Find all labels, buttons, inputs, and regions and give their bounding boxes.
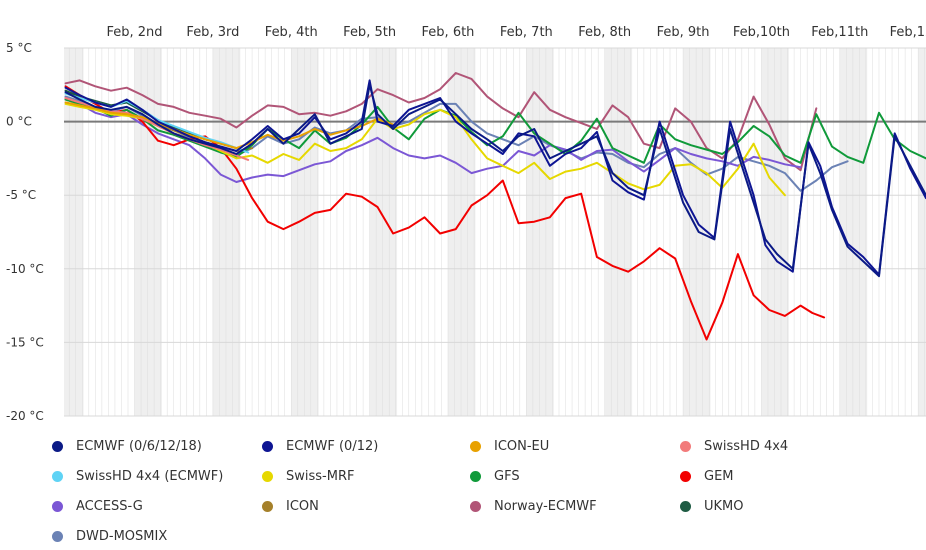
legend-item[interactable]: Swiss-MRF <box>262 466 354 486</box>
legend-item[interactable]: SwissHD 4x4 (ECMWF) <box>52 466 223 486</box>
legend-item[interactable]: ICON <box>262 496 319 516</box>
y-tick-label: -5 °C <box>6 188 36 202</box>
night-band <box>839 48 868 416</box>
legend-label: UKMO <box>704 498 744 514</box>
legend-item[interactable]: Norway-ECMWF <box>470 496 597 516</box>
legend-marker-icon <box>262 500 273 512</box>
night-bands <box>64 48 926 416</box>
x-tick-label: Feb,10th <box>733 25 790 40</box>
legend-item[interactable]: UKMO <box>680 496 744 516</box>
x-tick-label: Feb, 3rd <box>186 25 239 40</box>
x-tick-label: Feb, 6th <box>422 25 475 40</box>
legend-label: GFS <box>494 468 520 484</box>
legend-label: Swiss-MRF <box>286 468 355 484</box>
legend-marker-icon <box>262 470 273 482</box>
x-tick-label: Feb,11th <box>811 25 868 40</box>
legend-label: ECMWF (0/6/12/18) <box>76 438 202 454</box>
legend-item[interactable]: GEM <box>680 466 734 486</box>
series-line-ecmwf-0-6-12-18 <box>64 83 926 278</box>
night-band <box>212 48 241 416</box>
legend-marker-icon <box>262 440 273 452</box>
legend-label: SwissHD 4x4 <box>704 438 789 454</box>
legend-item[interactable]: DWD-MOSMIX <box>52 526 167 546</box>
y-tick-label: -15 °C <box>6 335 44 349</box>
legend-label: ICON <box>286 498 319 514</box>
legend-item[interactable]: ECMWF (0/12) <box>262 436 378 456</box>
x-tick-label: Feb, 2nd <box>107 25 163 40</box>
legend-marker-icon <box>470 440 481 452</box>
legend-marker-icon <box>680 440 691 452</box>
series-line-gem <box>64 85 826 341</box>
series-line-norway-ecmwf <box>64 72 818 172</box>
x-tick-label: Feb, 5th <box>343 25 396 40</box>
night-band <box>918 48 926 416</box>
night-band <box>604 48 633 416</box>
legend-marker-icon <box>470 470 481 482</box>
series-lines <box>64 72 926 341</box>
legend-marker-icon <box>52 500 63 512</box>
x-tick-label: Feb, 8th <box>578 25 631 40</box>
legend-item[interactable]: GFS <box>470 466 520 486</box>
series-line-gfs <box>64 98 926 164</box>
series-line-icon-eu <box>64 101 395 150</box>
y-tick-label: 0 °C <box>6 115 32 129</box>
legend-item[interactable]: ICON-EU <box>470 436 549 456</box>
legend-label: ACCESS-G <box>76 498 143 514</box>
series-line-ecmwf-0-12 <box>64 79 926 276</box>
temperature-chart: 5 °C 0 °C -5 °C -10 °C -15 °C -20 °C Feb, 2nd F… <box>6 25 926 423</box>
legend-marker-icon <box>52 530 63 542</box>
legend-label: ICON-EU <box>494 438 550 454</box>
night-band <box>64 48 84 416</box>
x-tick-label: Feb,12th <box>890 25 926 40</box>
x-tick-label: Feb, 4th <box>265 25 318 40</box>
y-tick-label: 5 °C <box>6 41 32 55</box>
legend-marker-icon <box>52 470 63 482</box>
legend-marker-icon <box>680 500 691 512</box>
night-band <box>291 48 319 416</box>
axis-ticks: 5 °C 0 °C -5 °C -10 °C -15 °C -20 °C Feb, 2nd F… <box>6 25 926 423</box>
chart-legend: ECMWF (0/6/12/18) ECMWF (0/12) ICON-EU Swis… <box>0 430 926 550</box>
gridlines <box>64 47 926 417</box>
legend-marker-icon <box>680 470 691 482</box>
legend-label: DWD-MOSMIX <box>76 528 168 544</box>
legend-marker-icon <box>52 440 63 452</box>
y-tick-label: -10 °C <box>6 262 44 276</box>
legend-item[interactable]: ECMWF (0/6/12/18) <box>52 436 202 456</box>
legend-label: ECMWF (0/12) <box>286 438 379 454</box>
legend-item[interactable]: SwissHD 4x4 <box>680 436 788 456</box>
legend-item[interactable]: ACCESS-G <box>52 496 143 516</box>
legend-label: SwissHD 4x4 (ECMWF) <box>76 468 224 484</box>
legend-label: Norway-ECMWF <box>494 498 597 514</box>
series-line-access-g <box>64 97 802 183</box>
legend-label: GEM <box>704 468 734 484</box>
night-band <box>761 48 789 416</box>
night-band <box>526 48 554 416</box>
y-tick-label: -20 °C <box>6 409 44 423</box>
x-tick-label: Feb, 9th <box>657 25 710 40</box>
x-tick-label: Feb, 7th <box>500 25 553 40</box>
legend-marker-icon <box>470 500 481 512</box>
